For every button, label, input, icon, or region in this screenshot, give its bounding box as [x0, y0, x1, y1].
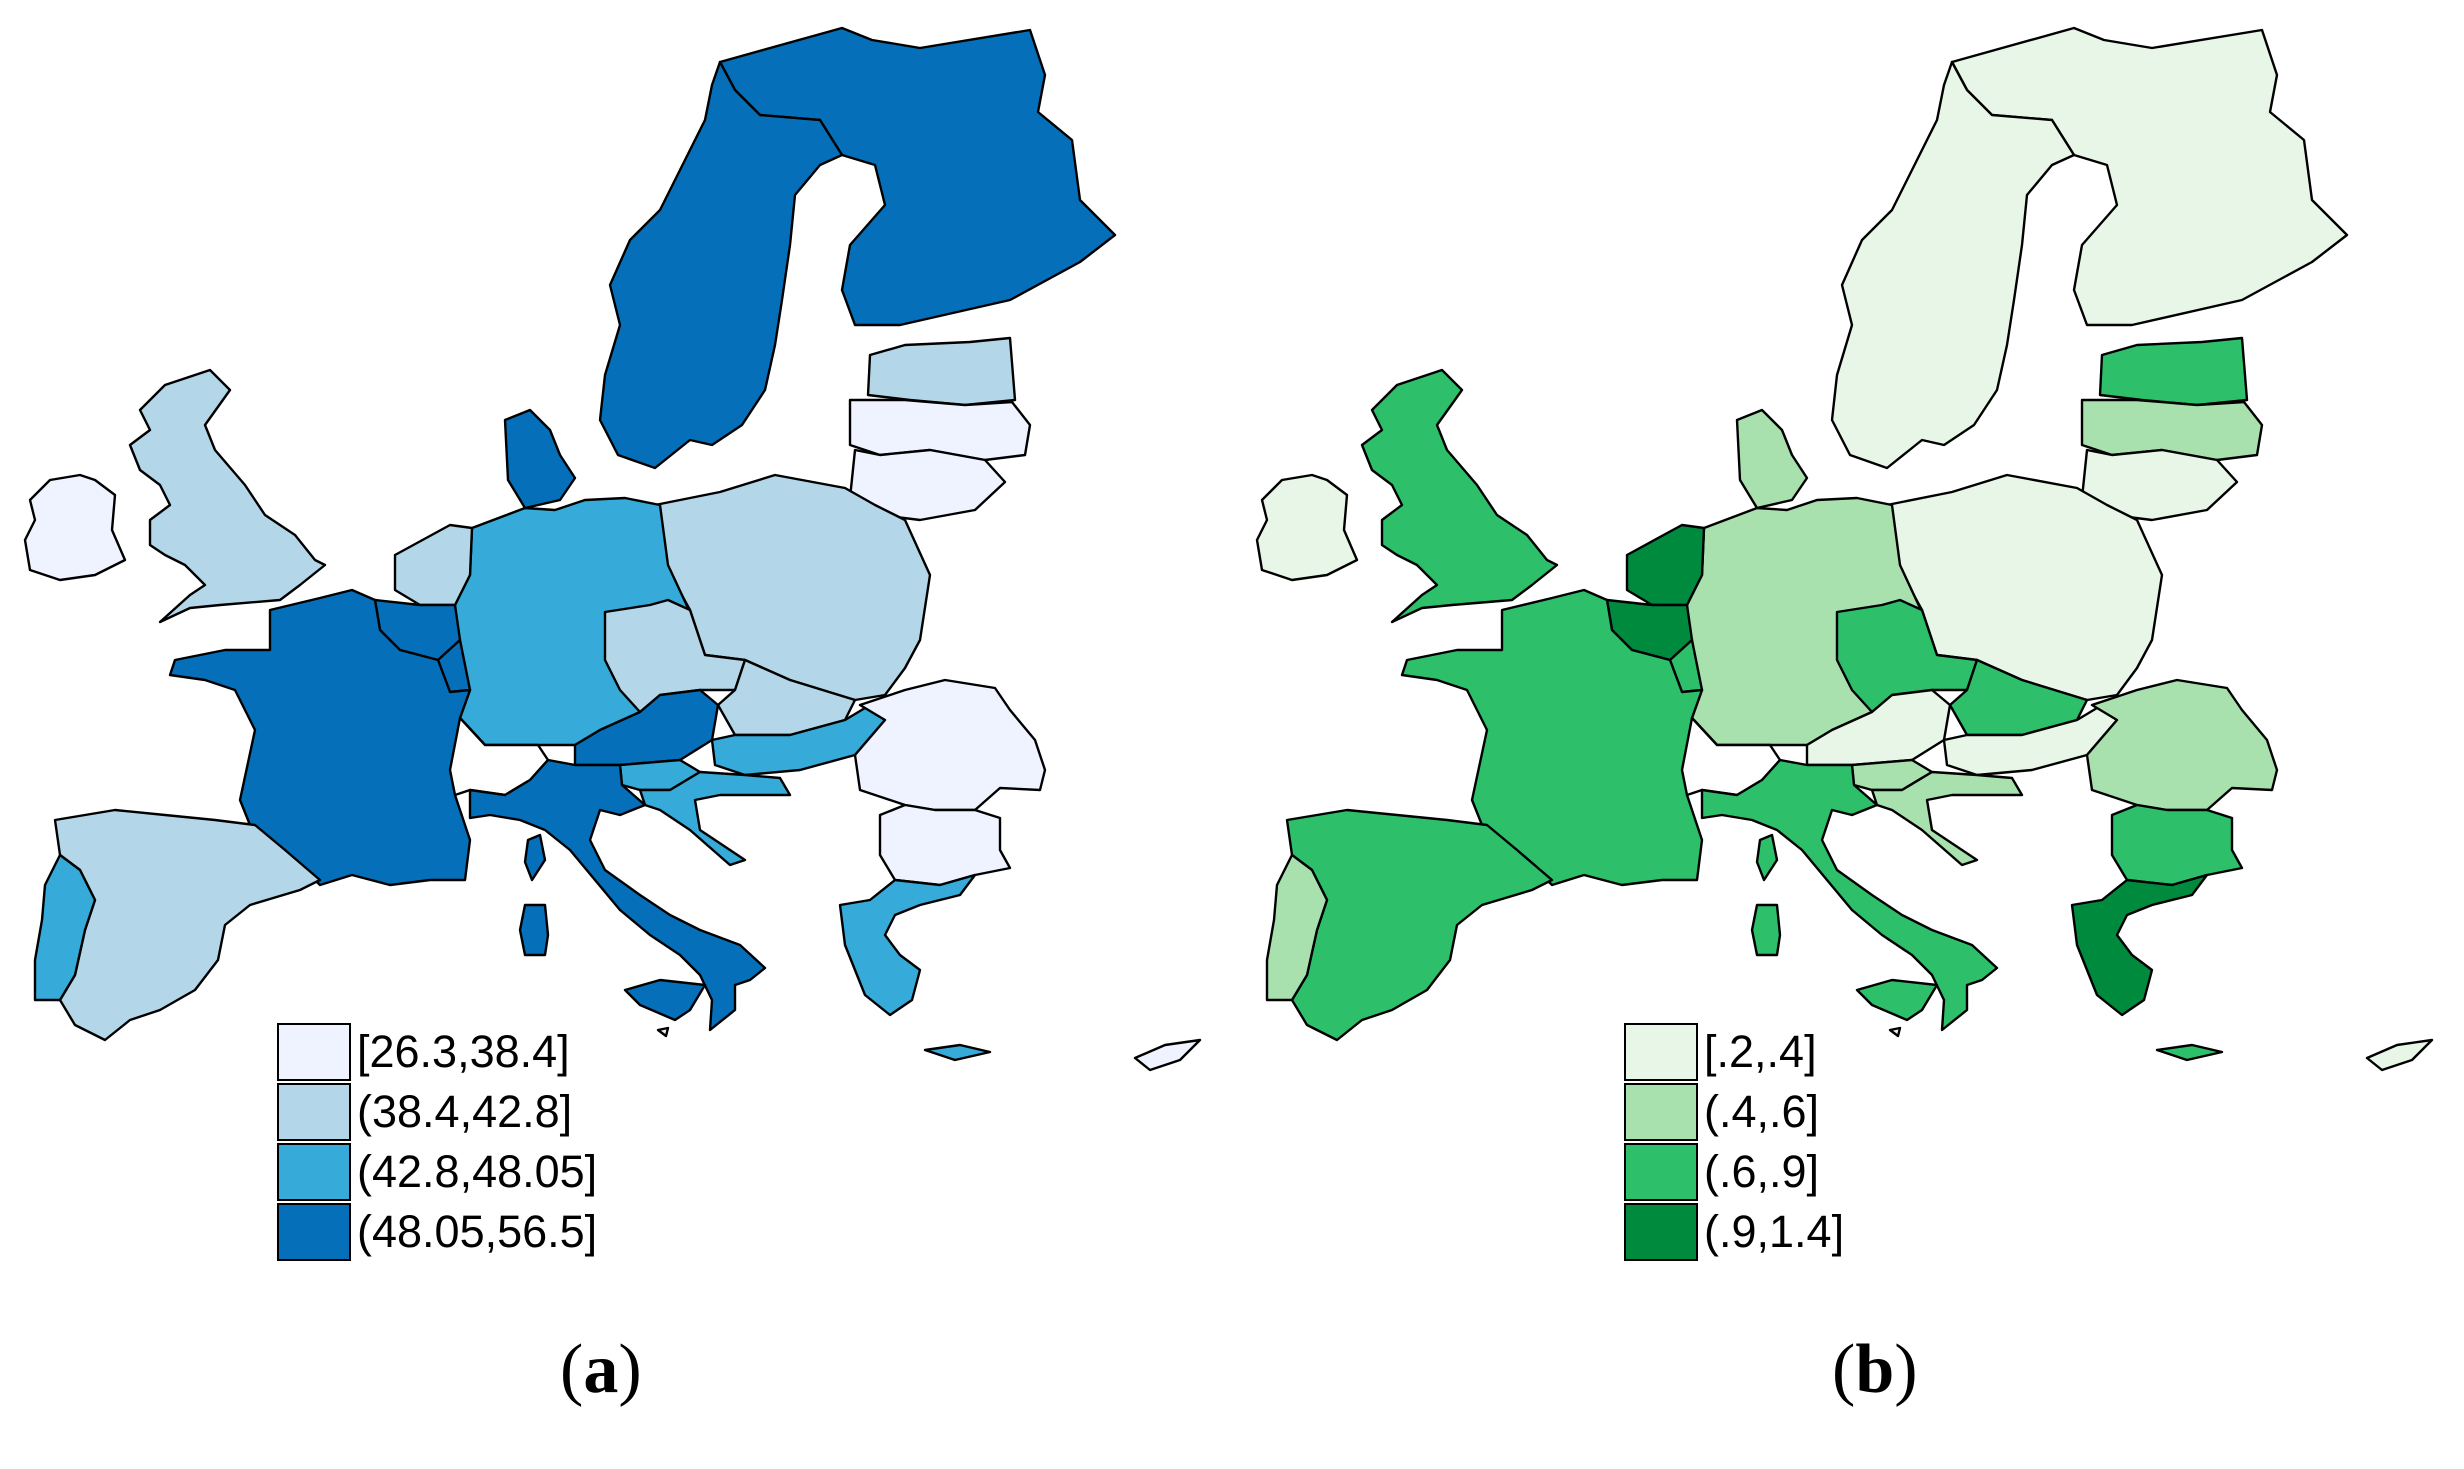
- country-spain: [1285, 808, 1554, 1042]
- caption-a: (a): [560, 1331, 642, 1408]
- country-malta: [1888, 1026, 1902, 1038]
- legend-b-item-1: (.4,.6]: [1624, 1082, 1819, 1142]
- country-crete: [2155, 1043, 2224, 1062]
- legend-a-item-0: [26.3,38.4]: [277, 1022, 570, 1082]
- country-italy: [1700, 758, 1999, 1032]
- legend-label: (38.4,42.8]: [357, 1086, 573, 1137]
- legend-label: (.6,.9]: [1704, 1146, 1820, 1197]
- country-greece: [2070, 873, 2209, 1017]
- legend-swatch: [1624, 1023, 1698, 1081]
- legend-swatch: [1624, 1203, 1698, 1261]
- country-sardinia: [1750, 903, 1782, 957]
- country-estonia: [866, 336, 1017, 407]
- legend-b-item-0: [.2,.4]: [1624, 1022, 1817, 1082]
- country-corsica: [523, 833, 547, 882]
- country-sweden: [598, 60, 844, 470]
- country-croatia: [1870, 770, 2024, 867]
- country-netherlands: [1625, 523, 1706, 607]
- country-sardinia: [518, 903, 550, 957]
- legend-swatch: [277, 1023, 351, 1081]
- map-a: [23, 26, 1202, 1072]
- country-netherlands: [393, 523, 474, 607]
- legend-swatch: [277, 1143, 351, 1201]
- legend-label: [26.3,38.4]: [357, 1026, 570, 1077]
- panel-a: [26.3,38.4] (38.4,42.8] (42.8,48.05] (48…: [23, 26, 1202, 1408]
- country-bulgaria: [2110, 803, 2244, 887]
- legend-a-item-3: (48.05,56.5]: [277, 1202, 597, 1262]
- country-cyprus: [1133, 1038, 1202, 1072]
- caption-b: (b): [1832, 1331, 1918, 1408]
- panel-b: [.2,.4] (.4,.6] (.6,.9] (.9,1.4] (b): [1232, 0, 2464, 1469]
- country-portugal: [1265, 853, 1329, 1002]
- country-denmark: [1735, 408, 1809, 510]
- country-ireland: [23, 473, 127, 582]
- country-greece: [838, 873, 977, 1017]
- country-crete: [923, 1043, 992, 1062]
- country-sweden: [1830, 60, 2076, 470]
- country-uk: [128, 368, 327, 624]
- legend-swatch: [1624, 1143, 1698, 1201]
- legend-b-item-2: (.6,.9]: [1624, 1142, 1819, 1202]
- country-ireland: [1255, 473, 1359, 582]
- legend-swatch: [277, 1203, 351, 1261]
- country-romania: [853, 678, 1047, 812]
- map-b: [1255, 26, 2434, 1072]
- country-italy: [468, 758, 767, 1032]
- legend-label: (.9,1.4]: [1704, 1206, 1845, 1257]
- country-uk: [1360, 368, 1559, 624]
- country-portugal: [33, 853, 97, 1002]
- country-sicily: [1855, 978, 1939, 1022]
- country-spain: [53, 808, 322, 1042]
- country-latvia: [2080, 398, 2264, 462]
- legend-a-item-2: (42.8,48.05]: [277, 1142, 597, 1202]
- country-denmark: [503, 408, 577, 510]
- legend-swatch: [1624, 1083, 1698, 1141]
- country-estonia: [2098, 336, 2249, 407]
- country-latvia: [848, 398, 1032, 462]
- legend-b-item-3: (.9,1.4]: [1624, 1202, 1844, 1262]
- country-romania: [2085, 678, 2279, 812]
- country-cyprus: [2365, 1038, 2434, 1072]
- country-malta: [656, 1026, 670, 1038]
- legend-label: (42.8,48.05]: [357, 1146, 598, 1197]
- legend-swatch: [277, 1083, 351, 1141]
- country-corsica: [1755, 833, 1779, 882]
- legend-label: [.2,.4]: [1704, 1026, 1817, 1077]
- country-bulgaria: [878, 803, 1012, 887]
- legend-label: (.4,.6]: [1704, 1086, 1820, 1137]
- country-sicily: [623, 978, 707, 1022]
- country-croatia: [638, 770, 792, 867]
- legend-label: (48.05,56.5]: [357, 1206, 598, 1257]
- legend-a-item-1: (38.4,42.8]: [277, 1082, 572, 1142]
